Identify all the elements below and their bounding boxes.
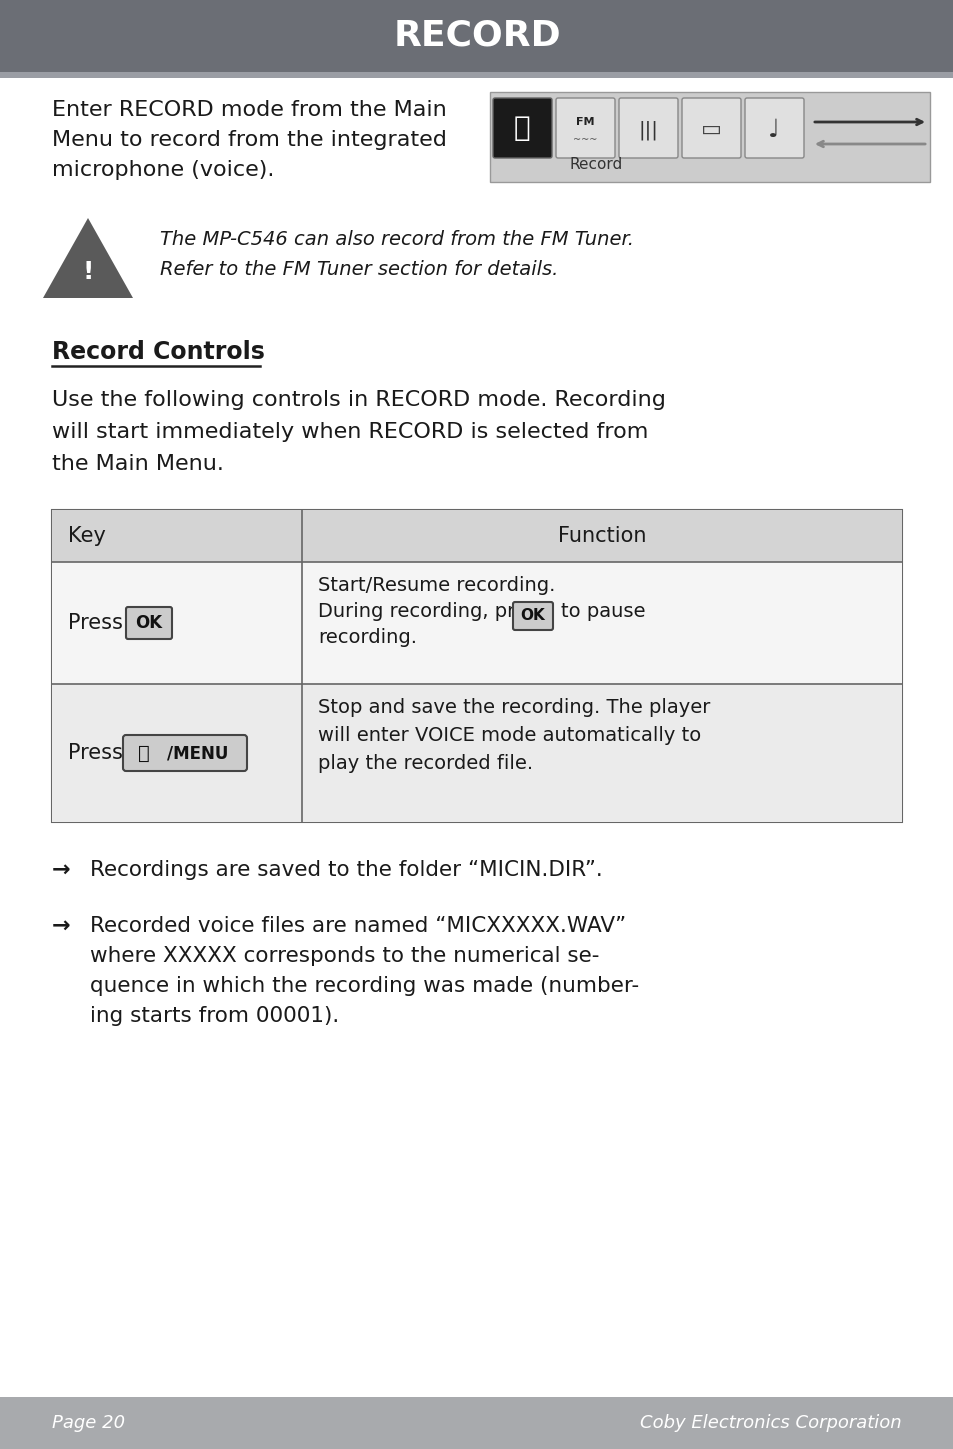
FancyBboxPatch shape bbox=[493, 99, 552, 158]
Text: quence in which the recording was made (number-: quence in which the recording was made (… bbox=[90, 977, 639, 995]
Text: Recordings are saved to the folder “MICIN.DIR”.: Recordings are saved to the folder “MICI… bbox=[90, 861, 602, 880]
Text: |||: ||| bbox=[638, 120, 658, 139]
FancyBboxPatch shape bbox=[126, 607, 172, 639]
Text: Menu to record from the integrated: Menu to record from the integrated bbox=[52, 130, 446, 151]
Text: Key: Key bbox=[68, 526, 106, 546]
Bar bbox=[52, 510, 901, 822]
FancyBboxPatch shape bbox=[681, 99, 740, 158]
Text: !: ! bbox=[82, 259, 93, 284]
Text: Record: Record bbox=[569, 156, 622, 172]
Text: will enter VOICE mode automatically to: will enter VOICE mode automatically to bbox=[317, 726, 700, 745]
Text: OK: OK bbox=[520, 609, 545, 623]
Text: Use the following controls in RECORD mode. Recording: Use the following controls in RECORD mod… bbox=[52, 390, 665, 410]
Text: Refer to the FM Tuner section for details.: Refer to the FM Tuner section for detail… bbox=[160, 259, 558, 280]
Text: ⏻: ⏻ bbox=[138, 743, 150, 762]
Text: where XXXXX corresponds to the numerical se-: where XXXXX corresponds to the numerical… bbox=[90, 946, 598, 966]
FancyBboxPatch shape bbox=[513, 601, 553, 630]
Bar bbox=[0, 72, 953, 78]
Text: Enter RECORD mode from the Main: Enter RECORD mode from the Main bbox=[52, 100, 446, 120]
Bar bbox=[490, 91, 929, 183]
Text: microphone (voice).: microphone (voice). bbox=[52, 159, 274, 180]
Bar bbox=[0, 1397, 953, 1449]
Text: FM: FM bbox=[576, 117, 594, 128]
FancyBboxPatch shape bbox=[618, 99, 678, 158]
Text: Stop and save the recording. The player: Stop and save the recording. The player bbox=[317, 698, 710, 717]
Text: →: → bbox=[52, 861, 71, 880]
Text: Record Controls: Record Controls bbox=[52, 341, 265, 364]
Text: to pause: to pause bbox=[560, 601, 645, 622]
Text: The MP-C546 can also record from the FM Tuner.: The MP-C546 can also record from the FM … bbox=[160, 230, 634, 249]
FancyBboxPatch shape bbox=[123, 735, 247, 771]
Text: During recording, press: During recording, press bbox=[317, 601, 547, 622]
Text: the Main Menu.: the Main Menu. bbox=[52, 454, 224, 474]
Text: will start immediately when RECORD is selected from: will start immediately when RECORD is se… bbox=[52, 422, 648, 442]
FancyBboxPatch shape bbox=[556, 99, 615, 158]
Text: Press: Press bbox=[68, 613, 130, 633]
Text: Recorded voice files are named “MICXXXXX.WAV”: Recorded voice files are named “MICXXXXX… bbox=[90, 916, 625, 936]
Bar bbox=[52, 562, 901, 684]
Text: ~~~: ~~~ bbox=[572, 135, 597, 145]
Text: Function: Function bbox=[558, 526, 645, 546]
Text: Page 20: Page 20 bbox=[52, 1414, 125, 1432]
Text: 🎙: 🎙 bbox=[513, 114, 530, 142]
Text: ▭: ▭ bbox=[700, 120, 720, 141]
Text: Press: Press bbox=[68, 743, 130, 764]
Bar bbox=[52, 510, 901, 562]
Text: RECORD: RECORD bbox=[393, 19, 560, 54]
Text: recording.: recording. bbox=[317, 627, 416, 648]
Polygon shape bbox=[43, 217, 132, 298]
Text: ♩: ♩ bbox=[767, 117, 779, 142]
FancyBboxPatch shape bbox=[744, 99, 803, 158]
Text: /MENU: /MENU bbox=[167, 743, 229, 762]
Text: OK: OK bbox=[135, 614, 162, 632]
Text: ing starts from 00001).: ing starts from 00001). bbox=[90, 1006, 339, 1026]
Bar bbox=[0, 0, 953, 72]
Bar bbox=[52, 684, 901, 822]
Text: Coby Electronics Corporation: Coby Electronics Corporation bbox=[639, 1414, 901, 1432]
Text: →: → bbox=[52, 916, 71, 936]
Text: Start/Resume recording.: Start/Resume recording. bbox=[317, 577, 555, 596]
Text: play the recorded file.: play the recorded file. bbox=[317, 753, 533, 772]
